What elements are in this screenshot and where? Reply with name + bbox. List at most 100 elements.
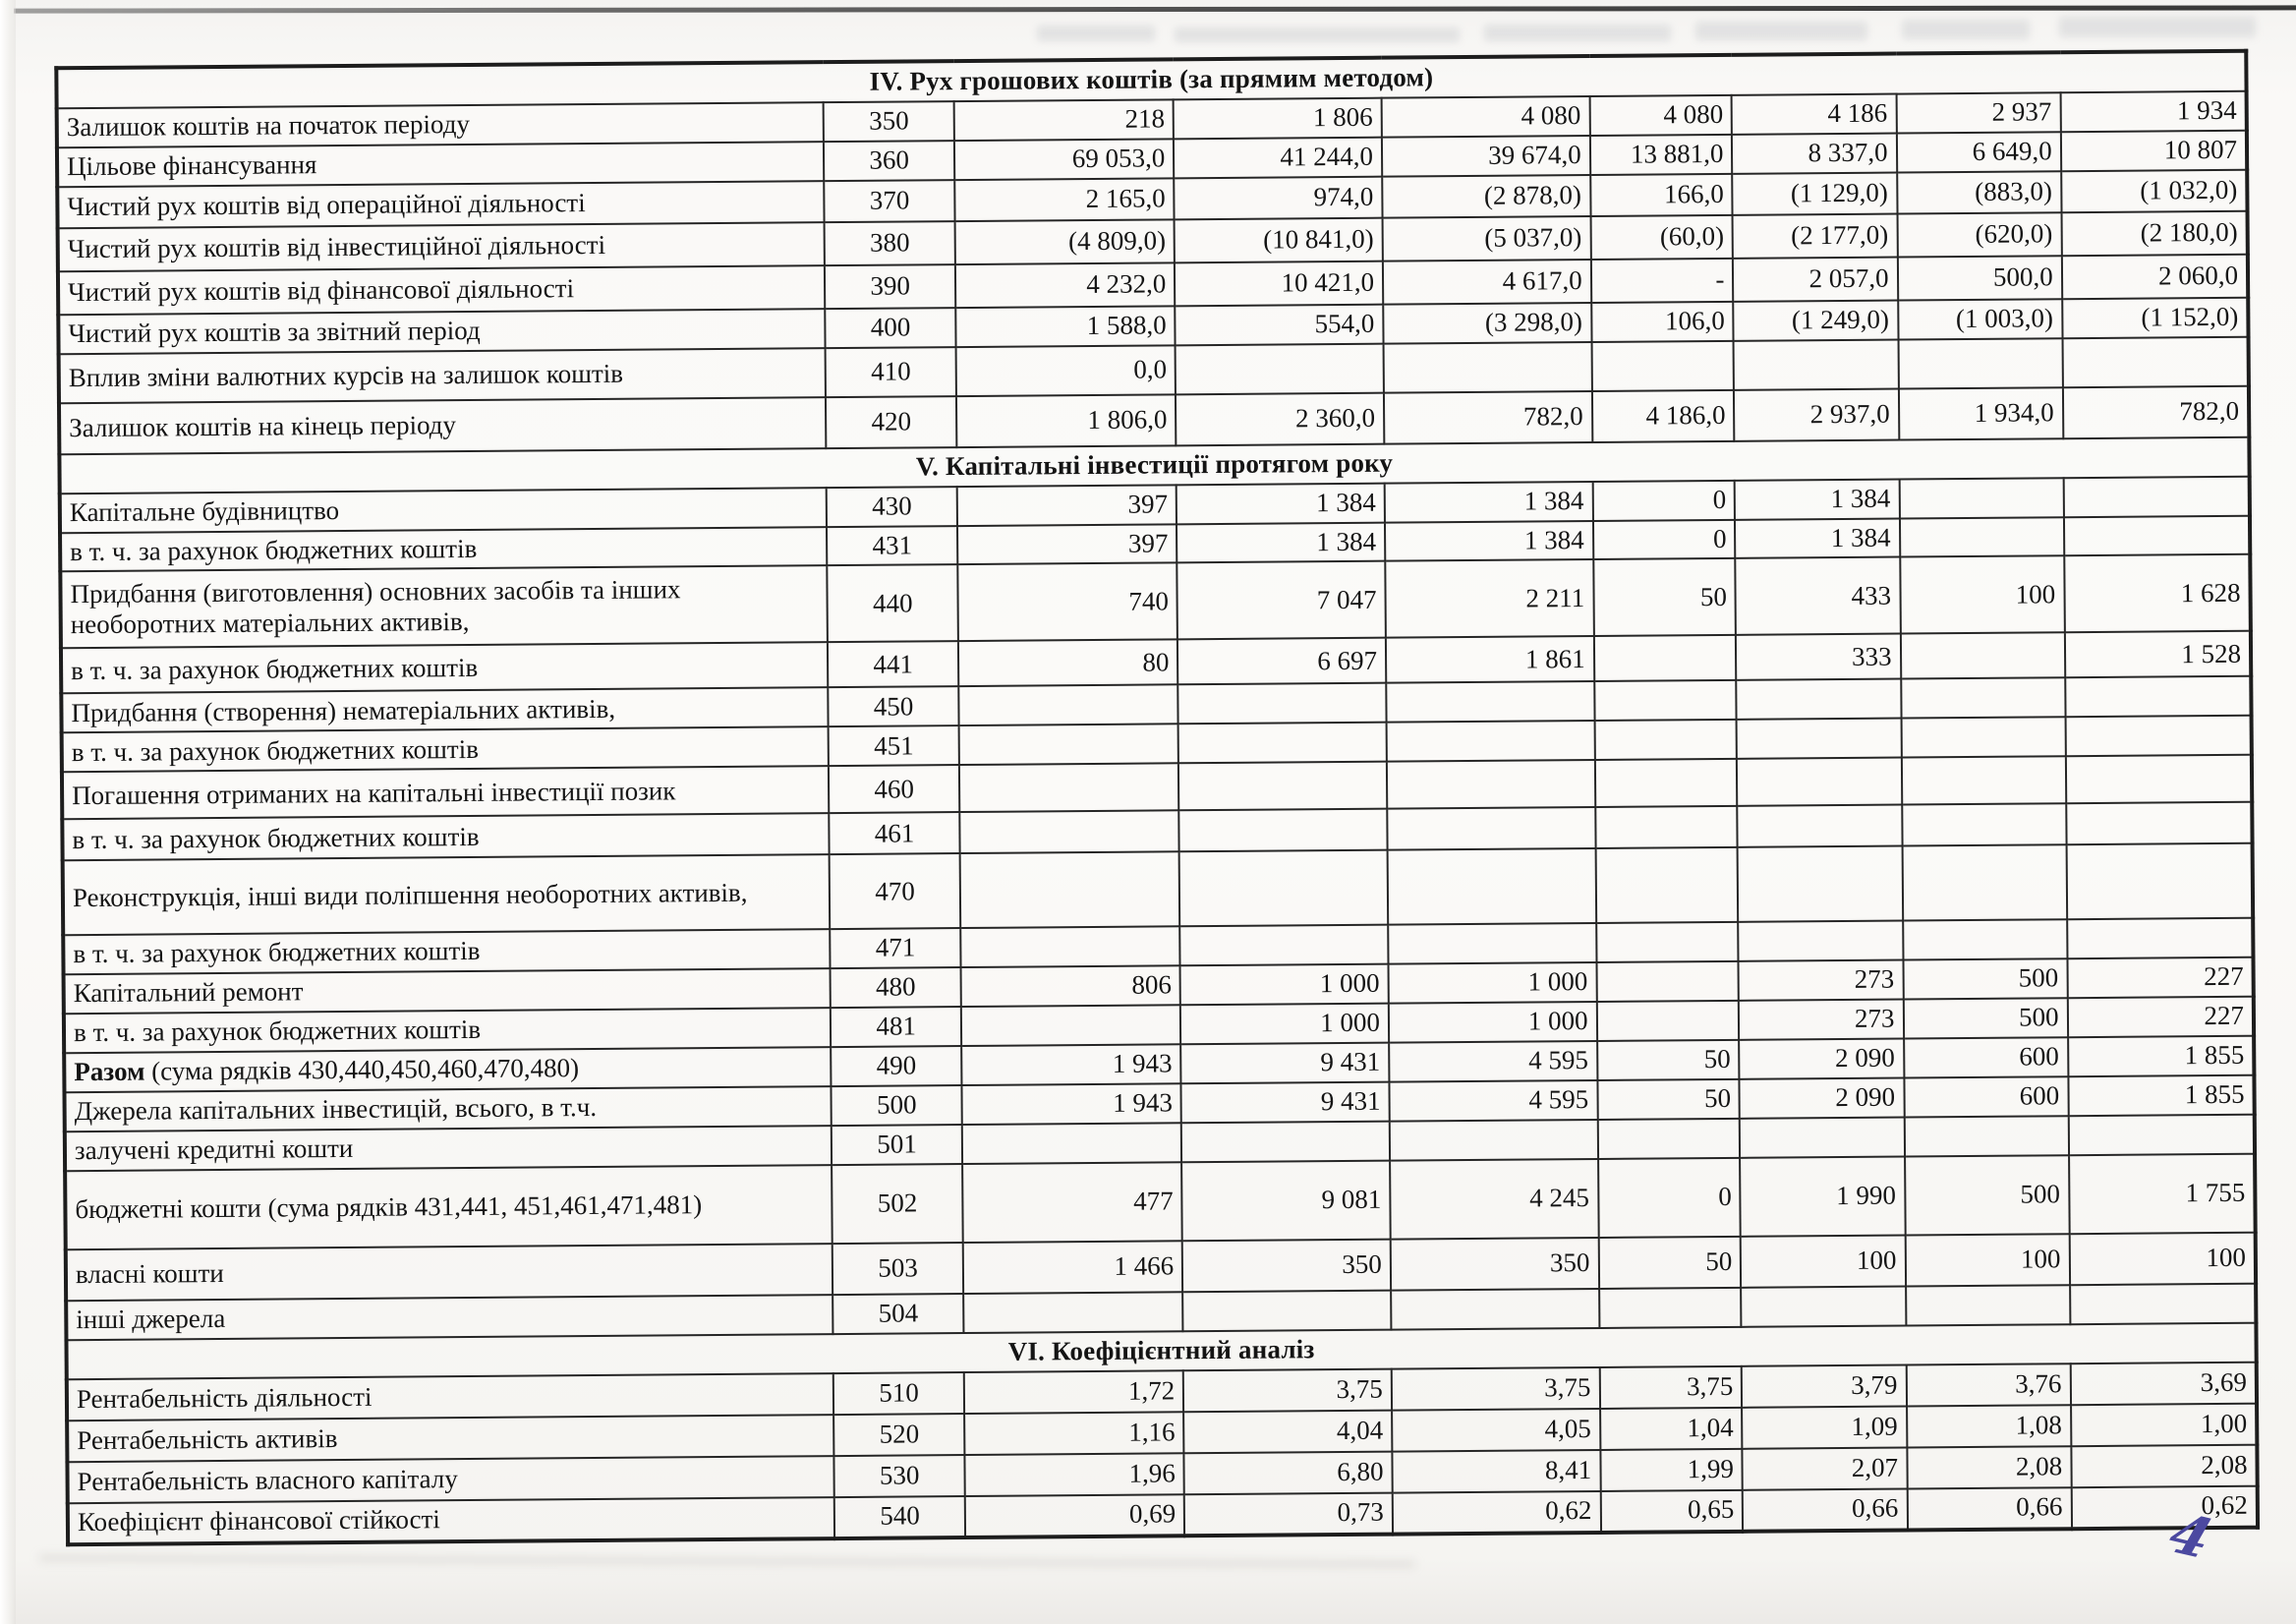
cell-431-col1: 397 (957, 523, 1177, 565)
cell-350-col6: 2 937 (1896, 92, 2061, 134)
cell-450-col6 (1900, 677, 2066, 719)
cell-502-col1: 477 (962, 1162, 1182, 1243)
cell-400-col3: (3 298,0) (1383, 302, 1592, 344)
cell-470-col2 (1178, 850, 1389, 927)
row-label-350: Залишок коштів на початок періоду (56, 101, 824, 148)
cell-500-col1: 1 943 (961, 1083, 1182, 1126)
row-label-502: бюджетні кошти (сума рядків 431,441, 451… (65, 1164, 832, 1250)
cell-501-col7 (2068, 1114, 2256, 1156)
row-code-440: 440 (827, 564, 959, 643)
cell-390-col5: 2 057,0 (1733, 257, 1898, 302)
row-code-461: 461 (829, 812, 961, 855)
row-code-441: 441 (827, 641, 959, 688)
cell-461-col2 (1178, 809, 1388, 852)
page-edge-shadow (38, 1554, 1416, 1568)
cell-360-col6: 6 649,0 (1896, 132, 2061, 173)
row-code-370: 370 (824, 179, 956, 222)
cell-502-col6: 500 (1904, 1155, 2070, 1236)
cell-380-col2: (10 841,0) (1174, 217, 1383, 263)
cell-400-col2: 554,0 (1175, 304, 1384, 346)
row-label-510: Рентабельність діяльності (66, 1372, 833, 1421)
cell-502-col2: 9 081 (1181, 1160, 1391, 1242)
cell-440-col4: 50 (1592, 558, 1737, 637)
cell-471-col3 (1388, 923, 1597, 964)
cell-431-col6 (1899, 516, 2064, 557)
cell-430-col2: 1 384 (1176, 483, 1385, 524)
cell-520-col3: 4,05 (1392, 1408, 1600, 1452)
cell-461-col5 (1737, 804, 1903, 848)
cell-400-col5: (1 249,0) (1733, 300, 1899, 341)
cell-502-col4: 0 (1597, 1157, 1742, 1238)
row-label-503: власні кошти (65, 1243, 832, 1302)
cell-520-col2: 4,04 (1183, 1410, 1393, 1453)
row-code-504: 504 (832, 1293, 964, 1334)
cell-460-col1 (959, 763, 1179, 813)
cell-470-col3 (1387, 848, 1596, 926)
cell-470-col1 (960, 851, 1180, 929)
cell-501-col6 (1904, 1116, 2069, 1157)
cell-370-col1: 2 165,0 (954, 178, 1175, 221)
cell-380-col5: (2 177,0) (1732, 213, 1898, 259)
cell-502-col5: 1 990 (1740, 1156, 1906, 1237)
cell-503-col4: 50 (1598, 1236, 1742, 1289)
cell-490-col2: 9 431 (1180, 1042, 1390, 1084)
cell-471-col4 (1595, 922, 1739, 963)
cell-430-col1: 397 (957, 485, 1177, 526)
cell-350-col2: 1 806 (1173, 97, 1382, 140)
cell-380-col4: (60,0) (1590, 214, 1734, 260)
cell-440-col7: 1 628 (2063, 554, 2251, 633)
row-label-400: Чистий рух коштів за звітний період (58, 308, 826, 355)
row-code-450: 450 (828, 686, 960, 727)
cell-390-col4: - (1590, 258, 1734, 303)
cell-360-col3: 39 674,0 (1381, 135, 1590, 177)
cell-360-col5: 8 337,0 (1732, 133, 1897, 174)
row-label-451: в т. ч. за рахунок бюджетних коштів (61, 726, 829, 773)
row-code-481: 481 (830, 1007, 962, 1048)
cell-490-col3: 4 595 (1389, 1041, 1598, 1082)
cell-470-col7 (2066, 843, 2254, 920)
cell-400-col7: (1 152,0) (2061, 297, 2249, 339)
cell-460-col7 (2065, 755, 2253, 804)
scan-edge-line (13, 5, 2296, 14)
row-label-370: Чистий рух коштів від операційної діяльн… (57, 180, 825, 229)
cell-461-col4 (1594, 806, 1738, 849)
row-code-470: 470 (829, 853, 961, 930)
cell-460-col6 (1901, 756, 2066, 805)
ink-bleed-mark (1902, 20, 2030, 39)
cell-431-col7 (2063, 515, 2251, 556)
cell-430-col4: 0 (1592, 480, 1736, 521)
cell-520-col4: 1,04 (1599, 1407, 1743, 1450)
row-label-501: залучені кредитні кошти (64, 1126, 832, 1172)
row-label-440: Придбання (виготовлення) основних засобі… (60, 565, 828, 649)
cell-451-col2 (1177, 723, 1387, 764)
cell-502-col3: 4 245 (1390, 1158, 1599, 1240)
row-code-430: 430 (826, 486, 958, 527)
cell-540-col7: 0,62 (2071, 1485, 2259, 1529)
cell-350-col3: 4 080 (1381, 95, 1590, 138)
cell-440-col2: 7 047 (1177, 561, 1386, 640)
cell-420-col1: 1 806,0 (956, 394, 1177, 447)
row-code-350: 350 (823, 100, 955, 142)
row-code-490: 490 (830, 1046, 962, 1087)
cell-420-col6: 1 934,0 (1898, 387, 2063, 440)
row-code-520: 520 (832, 1413, 965, 1456)
cell-530-col3: 8,41 (1392, 1449, 1601, 1493)
cell-480-col2: 1 000 (1179, 963, 1389, 1006)
cell-360-col4: 13 881,0 (1589, 134, 1733, 175)
cell-370-col3: (2 878,0) (1382, 174, 1591, 218)
cell-360-col1: 69 053,0 (954, 139, 1175, 180)
cell-441-col4 (1593, 635, 1737, 682)
cell-431-col3: 1 384 (1384, 520, 1593, 562)
cell-350-col7: 1 934 (2060, 90, 2247, 133)
cell-350-col4: 4 080 (1589, 94, 1733, 136)
cell-540-col1: 0,69 (965, 1493, 1185, 1537)
cell-430-col7 (2063, 476, 2250, 517)
row-label-530: Рентабельність власного капіталу (67, 1455, 834, 1503)
cell-503-col2: 350 (1181, 1239, 1392, 1293)
cell-501-col3 (1389, 1119, 1598, 1161)
cell-451-col1 (959, 724, 1179, 766)
ink-bleed-mark (1037, 26, 1155, 41)
cell-540-col5: 0,66 (1743, 1488, 1908, 1532)
cell-510-col2: 3,75 (1183, 1368, 1393, 1412)
cell-540-col6: 0,66 (1907, 1486, 2072, 1531)
